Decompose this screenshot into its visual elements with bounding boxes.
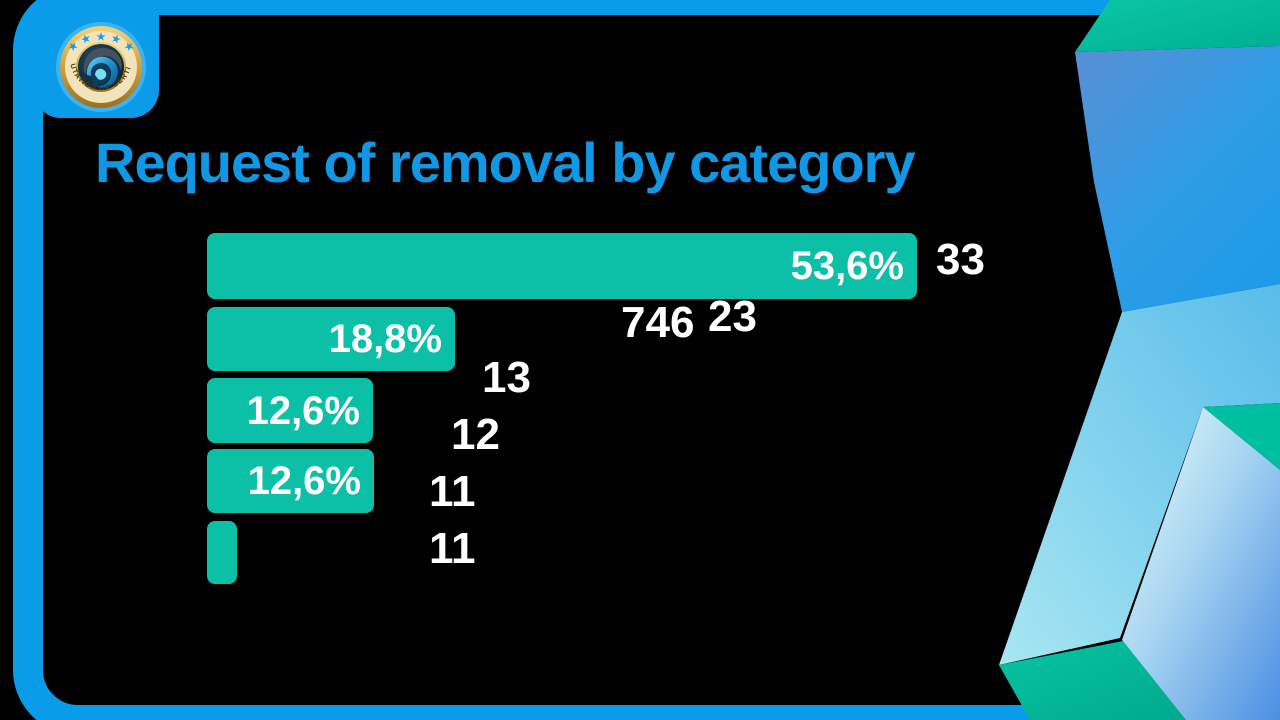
chart-bar: 18,8%: [207, 307, 455, 371]
count-label: 13: [482, 353, 531, 402]
star-icon: ★: [110, 33, 122, 46]
decor-highlight-facet: [1122, 407, 1280, 720]
frame-border: [13, 0, 1280, 720]
wave-logo-icon: [83, 47, 122, 88]
count-label: 746: [621, 298, 695, 347]
chart-bar: [207, 521, 237, 584]
decor-green-top-facet: [1075, 0, 1280, 52]
bar-percent-label: 53,6%: [790, 244, 904, 288]
chart-bar: 53,6%: [207, 233, 917, 299]
decor-green-bottom-facet: [999, 641, 1186, 720]
decor-sky-facet: [999, 284, 1280, 665]
chart-bar: 12,6%: [207, 378, 373, 443]
page-title: Request of removal by category: [95, 131, 916, 194]
count-label: 11: [429, 467, 476, 516]
count-label: 33: [936, 235, 985, 284]
count-label: 23: [708, 292, 757, 341]
decor-crystal: [999, 0, 1280, 720]
badge-stars: ★ ★ ★ ★ ★: [66, 32, 135, 54]
bar-percent-label: 12,6%: [247, 459, 361, 503]
star-icon: ★: [80, 33, 92, 46]
decor-green-corner-facet: [1203, 403, 1280, 470]
count-label: 11: [429, 524, 476, 573]
bar-percent-label: 12,6%: [246, 388, 360, 433]
count-label: 12: [451, 410, 500, 459]
chart-bar: 12,6%: [207, 449, 374, 513]
bar-percent-label: 18,8%: [328, 317, 442, 361]
decor-blue-facet: [1075, 46, 1280, 312]
star-icon: ★: [97, 32, 106, 43]
